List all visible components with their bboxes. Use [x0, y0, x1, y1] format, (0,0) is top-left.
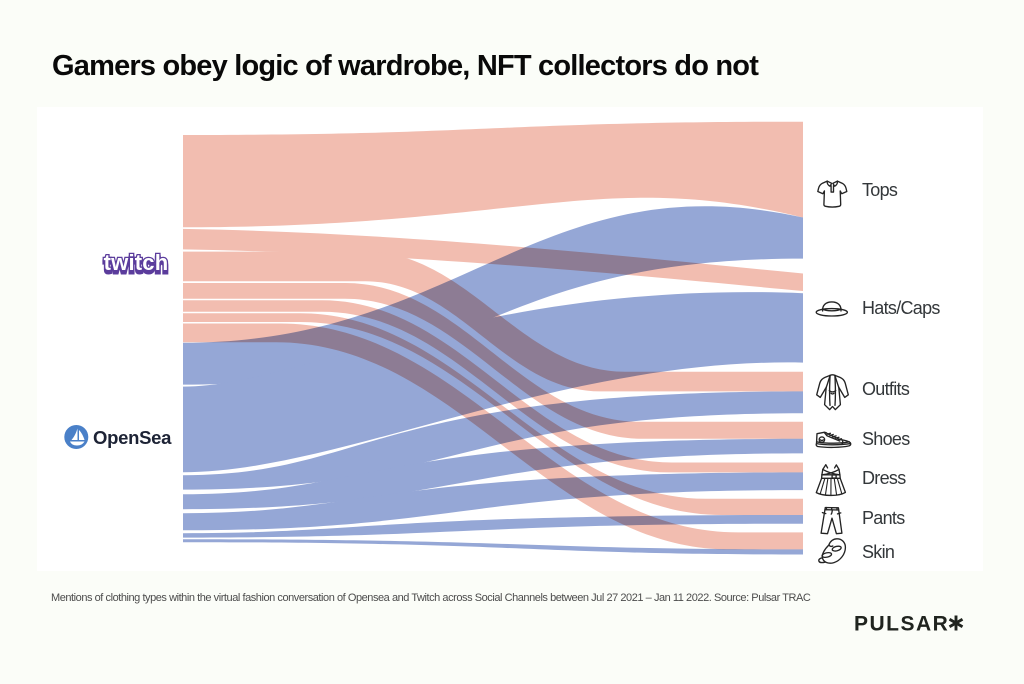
- svg-text:PULSAR: PULSAR: [854, 613, 949, 636]
- svg-text:twitch: twitch: [104, 253, 169, 278]
- svg-text:twitch: twitch: [104, 250, 169, 275]
